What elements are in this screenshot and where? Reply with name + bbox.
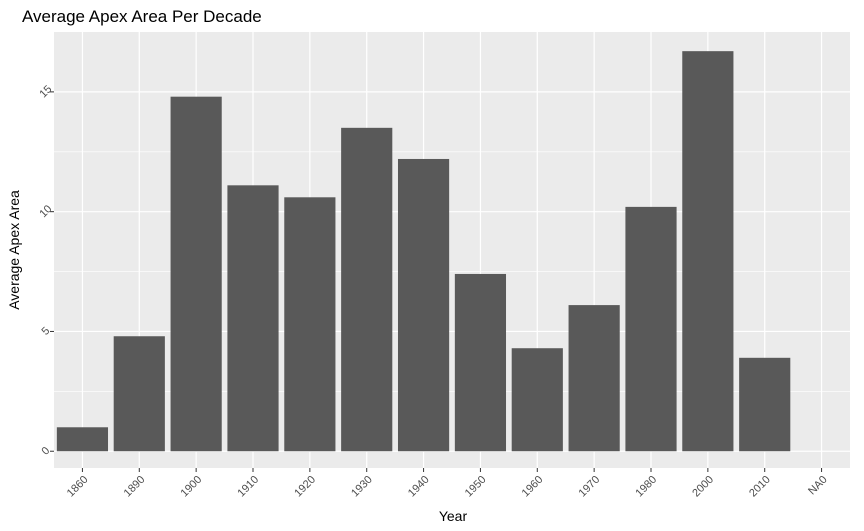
x-tick-label: 1920 bbox=[292, 474, 318, 500]
bar-1930 bbox=[341, 127, 393, 452]
x-tick-label: 2000 bbox=[690, 474, 716, 500]
bar-1910 bbox=[227, 185, 279, 452]
bar-2000 bbox=[682, 51, 734, 452]
x-tick-label: 1900 bbox=[179, 474, 205, 500]
y-axis-title: Average Apex Area bbox=[6, 190, 22, 310]
x-axis-title: Year bbox=[439, 508, 468, 524]
bar-1940 bbox=[397, 158, 450, 452]
x-tick-label: 1930 bbox=[349, 474, 375, 500]
bar-1980 bbox=[625, 206, 677, 452]
x-tick-label: 1890 bbox=[122, 474, 148, 500]
bar-2010 bbox=[739, 357, 791, 452]
x-tick-label: 1860 bbox=[65, 474, 91, 500]
bar-1900 bbox=[170, 96, 222, 452]
bars bbox=[56, 51, 791, 452]
chart-title: Average Apex Area Per Decade bbox=[22, 7, 262, 26]
x-axis-ticks: 1860 1890 1900 1910 1920 1930 1940 1950 1960 1970… bbox=[65, 468, 830, 499]
bar-1970 bbox=[568, 305, 620, 452]
x-tick-label: 2010 bbox=[747, 474, 773, 500]
x-tick-label: 1980 bbox=[633, 474, 659, 500]
x-tick-label: NA0 bbox=[806, 474, 830, 498]
y-tick-label: 15 bbox=[37, 83, 54, 100]
bar-1890 bbox=[113, 336, 165, 452]
x-tick-label: 1940 bbox=[406, 474, 432, 500]
x-tick-label: 1910 bbox=[235, 474, 261, 500]
bar-1860 bbox=[56, 427, 109, 452]
x-tick-label: 1960 bbox=[520, 474, 546, 500]
bar-1960 bbox=[511, 348, 563, 452]
bar-1920 bbox=[284, 197, 336, 452]
x-tick-label: 1950 bbox=[463, 474, 489, 500]
y-tick-label: 10 bbox=[37, 203, 54, 220]
x-tick-label: 1970 bbox=[577, 474, 603, 500]
bar-1950 bbox=[454, 273, 507, 452]
